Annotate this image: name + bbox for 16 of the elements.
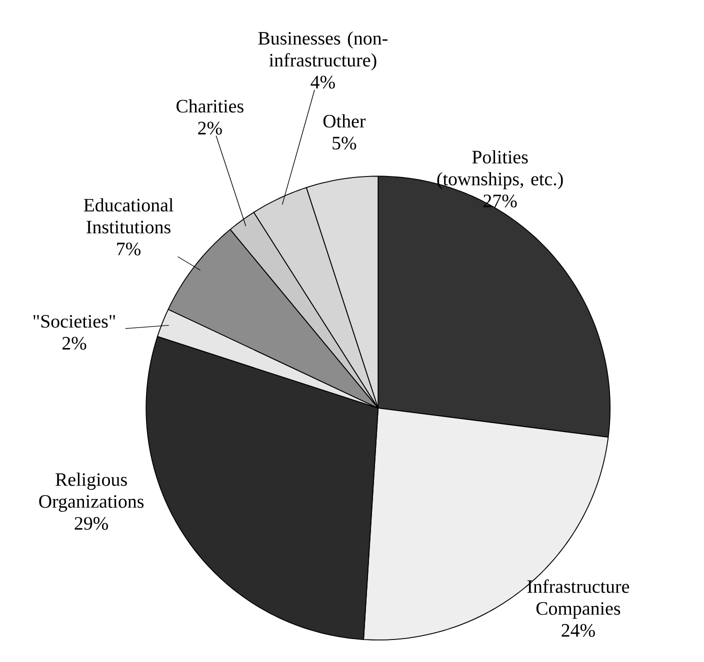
data-label: 2%	[198, 122, 222, 135]
data-label: 2%	[62, 336, 86, 350]
data-label: 27%	[484, 194, 517, 208]
slice-label: "Societies"	[34, 315, 115, 328]
slice-label: Educational Institutions	[84, 198, 174, 234]
slice-label: Infrastructure Companies	[527, 579, 630, 619]
data-label: 29%	[74, 517, 108, 530]
data-label: 4%	[310, 76, 335, 89]
data-label: 5%	[332, 136, 356, 150]
data-label: 24%	[562, 624, 595, 637]
slice-label: Polities (townships, etc.)	[437, 150, 563, 190]
data-label: 7%	[117, 242, 140, 256]
slice-label: Other	[323, 114, 366, 128]
slice-label: Religious Organizations	[39, 472, 144, 512]
slice-label: Charities	[176, 99, 244, 113]
slice-label: Businesses (non-infrastructure)	[258, 31, 388, 70]
